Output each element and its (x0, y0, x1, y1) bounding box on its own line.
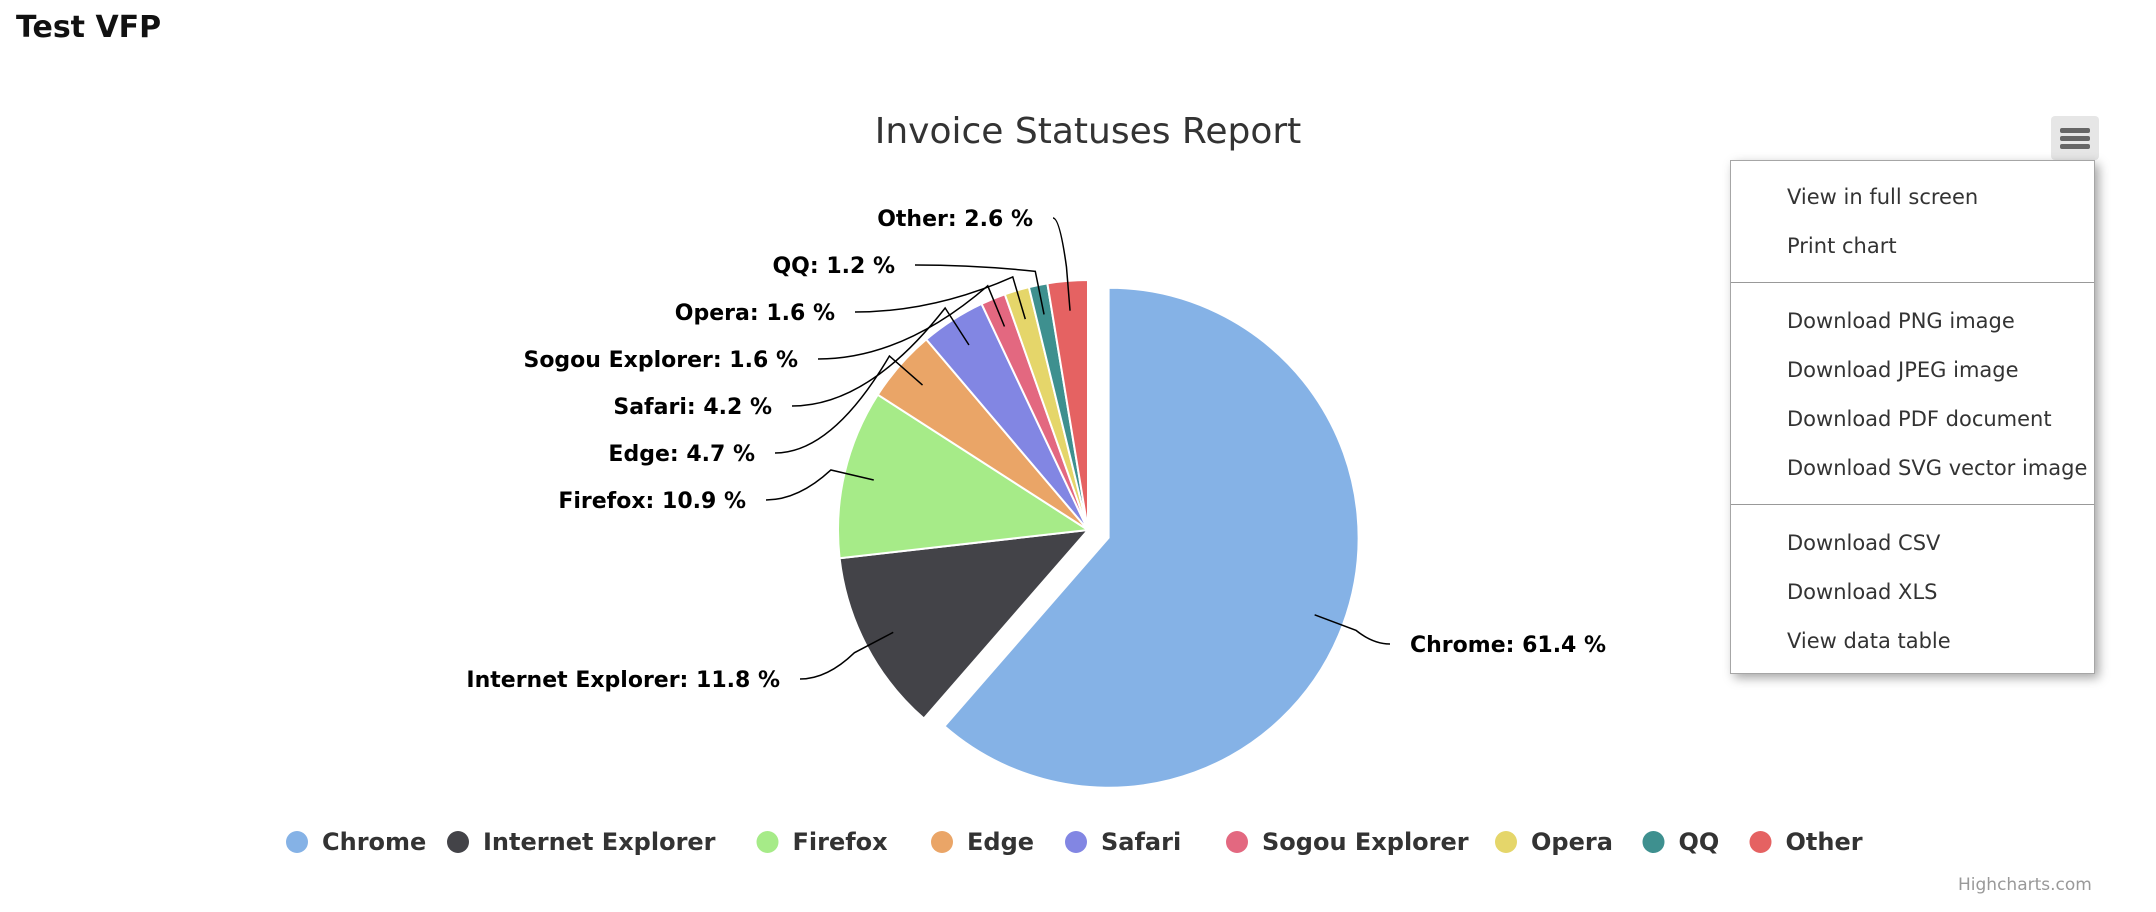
download-xls-item[interactable]: Download XLS (1787, 580, 1938, 604)
chart-title: Invoice Statuses Report (875, 111, 1302, 152)
legend-marker-chrome (286, 831, 308, 853)
connector-safari (791, 306, 970, 407)
legend-label-chrome: Chrome (322, 828, 426, 856)
data-label-edge: Edge: 4.7 % (608, 442, 755, 467)
credits-link[interactable]: Highcharts.com (1958, 875, 2092, 895)
legend-marker-sogou-explorer (1226, 831, 1248, 853)
print-chart-item[interactable]: Print chart (1787, 234, 1897, 258)
data-label-other: Other: 2.6 % (877, 207, 1033, 232)
connector-edge (774, 354, 924, 454)
legend-label-safari: Safari (1101, 828, 1181, 856)
legend-item-sogou-explorer[interactable]: Sogou Explorer (1226, 828, 1469, 856)
legend-marker-qq (1642, 831, 1665, 853)
menu-icon (2060, 144, 2090, 149)
connector-qq (914, 264, 1045, 315)
menu-separator (1731, 282, 2094, 283)
legend-item-firefox[interactable]: Firefox (756, 828, 889, 856)
data-label-opera: Opera: 1.6 % (675, 301, 835, 326)
data-label-firefox: Firefox: 10.9 % (558, 489, 746, 514)
view-data-table-item[interactable]: View data table (1787, 629, 1951, 653)
legend-marker-safari (1065, 831, 1087, 853)
legend-marker-other (1749, 831, 1772, 853)
connector-opera (854, 275, 1027, 320)
legend-label-sogou-explorer: Sogou Explorer (1262, 828, 1469, 856)
download-csv-item[interactable]: Download CSV (1787, 531, 1941, 555)
connector-firefox (765, 469, 874, 501)
legend-marker-edge (931, 831, 953, 853)
page-title: Test VFP (16, 10, 162, 45)
legend-item-chrome[interactable]: Chrome (286, 828, 426, 856)
legend-item-opera[interactable]: Opera (1495, 828, 1613, 856)
legend-label-edge: Edge (967, 828, 1034, 856)
legend-label-opera: Opera (1531, 828, 1613, 856)
legend-label-other: Other (1786, 828, 1863, 856)
legend-marker-internet-explorer (447, 831, 469, 853)
legend-item-other[interactable]: Other (1749, 828, 1863, 856)
data-label-qq: QQ: 1.2 % (772, 254, 895, 279)
download-pdf-item[interactable]: Download PDF document (1787, 407, 2052, 431)
legend-item-internet-explorer[interactable]: Internet Explorer (447, 828, 716, 856)
download-jpeg-item[interactable]: Download JPEG image (1787, 358, 2019, 382)
legend-label-qq: QQ (1679, 828, 1720, 856)
legend-label-firefox: Firefox (793, 828, 889, 856)
download-png-item[interactable]: Download PNG image (1787, 309, 2015, 333)
legend-item-safari[interactable]: Safari (1065, 828, 1181, 856)
connector-other (1052, 217, 1071, 311)
export-menu: View in full screen Print chart Download… (1730, 160, 2095, 674)
download-svg-item[interactable]: Download SVG vector image (1787, 456, 2088, 480)
connector-internet-explorer (799, 631, 894, 680)
legend-marker-firefox (756, 831, 779, 853)
data-label-internet-explorer: Internet Explorer: 11.8 % (466, 668, 780, 693)
menu-icon (2060, 136, 2090, 141)
connector-chrome (1314, 614, 1391, 645)
legend-item-qq[interactable]: QQ (1642, 828, 1720, 856)
data-label-chrome: Chrome: 61.4 % (1410, 633, 1606, 658)
hamburger-menu-button[interactable] (2051, 116, 2099, 160)
legend-label-internet-explorer: Internet Explorer (483, 828, 716, 856)
data-label-sogou-explorer: Sogou Explorer: 1.6 % (523, 348, 798, 373)
legend-marker-opera (1495, 831, 1517, 853)
data-label-safari: Safari: 4.2 % (613, 395, 772, 420)
menu-icon (2060, 128, 2090, 133)
legend-item-edge[interactable]: Edge (931, 828, 1034, 856)
connector-sogou-explorer (817, 284, 1006, 360)
menu-separator (1731, 504, 2094, 505)
view-fullscreen-item[interactable]: View in full screen (1787, 185, 1979, 209)
